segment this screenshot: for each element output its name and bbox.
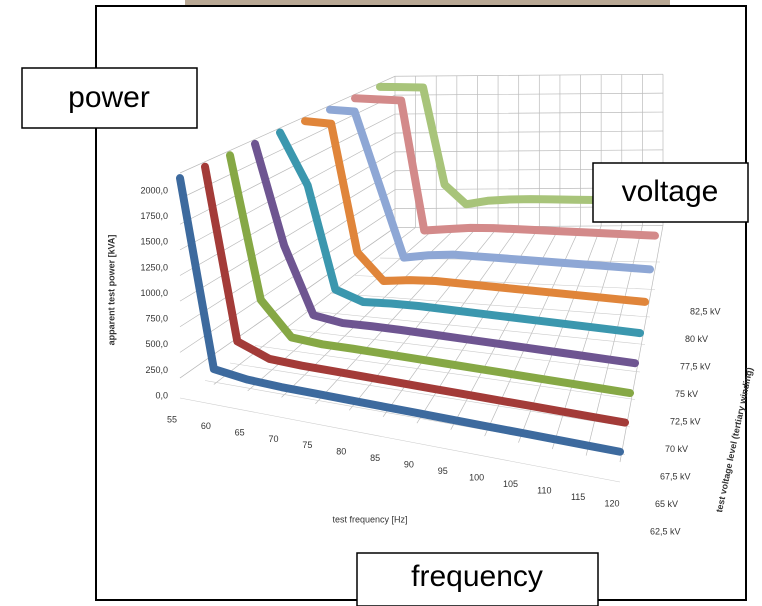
series-label: 82,5 kV xyxy=(690,306,721,316)
y-axis-label: apparent test power [kVA] xyxy=(106,235,116,346)
y-tick-label: 1500,0 xyxy=(140,237,168,247)
photo-strip xyxy=(185,0,670,8)
y-tick-label: 2000,0 xyxy=(140,185,168,195)
label-box xyxy=(356,552,599,606)
x-tick-label: 65 xyxy=(235,427,245,437)
y-tick-label: 250,0 xyxy=(145,365,168,375)
x-tick-label: 90 xyxy=(404,460,414,470)
grid-line xyxy=(229,362,631,428)
grid-line xyxy=(179,397,621,483)
grid-line xyxy=(551,74,623,450)
y-tick-label: 500,0 xyxy=(145,339,168,349)
grid-line xyxy=(585,74,643,456)
y-tick-label: 750,0 xyxy=(145,314,168,324)
x-tick-label: 110 xyxy=(537,485,551,495)
series-label: 75 kV xyxy=(675,389,698,399)
grid-line xyxy=(254,345,636,400)
x-tick-label: 115 xyxy=(571,492,585,502)
x-tick-label: 120 xyxy=(604,498,619,508)
grid-line xyxy=(279,327,641,373)
y-tick-label: 1000,0 xyxy=(140,288,168,298)
grid-line xyxy=(518,74,602,443)
series-label: 77,5 kV xyxy=(680,361,711,371)
x-tick-label: 55 xyxy=(167,414,177,424)
series-label: 70 kV xyxy=(665,444,688,454)
series-label: 65 kV xyxy=(655,499,678,509)
series-line xyxy=(201,162,629,427)
x-tick-label: 75 xyxy=(302,440,312,450)
series-line xyxy=(351,94,659,240)
series-label: 67,5 kV xyxy=(660,471,691,481)
series-line xyxy=(226,151,634,398)
x-tick-label: 70 xyxy=(269,434,279,444)
series-label: 72,5 kV xyxy=(670,416,701,426)
grid-line xyxy=(450,75,561,430)
y-tick-label: 1750,0 xyxy=(140,211,168,221)
frequency-label: frequency xyxy=(411,560,543,593)
series-line xyxy=(251,139,639,368)
x-tick-label: 80 xyxy=(336,447,346,457)
grid-line xyxy=(484,74,581,437)
y-tick-label: 1250,0 xyxy=(140,262,168,272)
series-label: 80 kV xyxy=(685,334,708,344)
y-tick-label: 0,0 xyxy=(155,390,168,400)
series-line xyxy=(276,128,644,338)
grid-line xyxy=(304,310,646,345)
grid-line xyxy=(213,76,416,385)
x-tick-label: 100 xyxy=(469,473,484,483)
voltage-label: voltage xyxy=(622,175,719,208)
series-line xyxy=(326,105,654,274)
x-tick-label: 95 xyxy=(438,466,448,476)
power-label: power xyxy=(68,81,150,114)
grid-line xyxy=(619,74,664,463)
grid-line xyxy=(329,292,651,318)
x-tick-label: 60 xyxy=(201,421,211,431)
series-line xyxy=(176,174,624,456)
x-tick-label: 105 xyxy=(503,479,518,489)
x-tick-label: 85 xyxy=(370,453,380,463)
series-line xyxy=(301,117,649,306)
x-axis-label: test frequency [Hz] xyxy=(332,514,407,524)
series-label: 62,5 kV xyxy=(650,526,681,536)
label-box xyxy=(592,162,749,223)
label-box xyxy=(21,67,198,129)
plot: 0,0 250,0 500,0 750,0 1000,0 1250,0 1500,0 1750… xyxy=(106,73,755,536)
